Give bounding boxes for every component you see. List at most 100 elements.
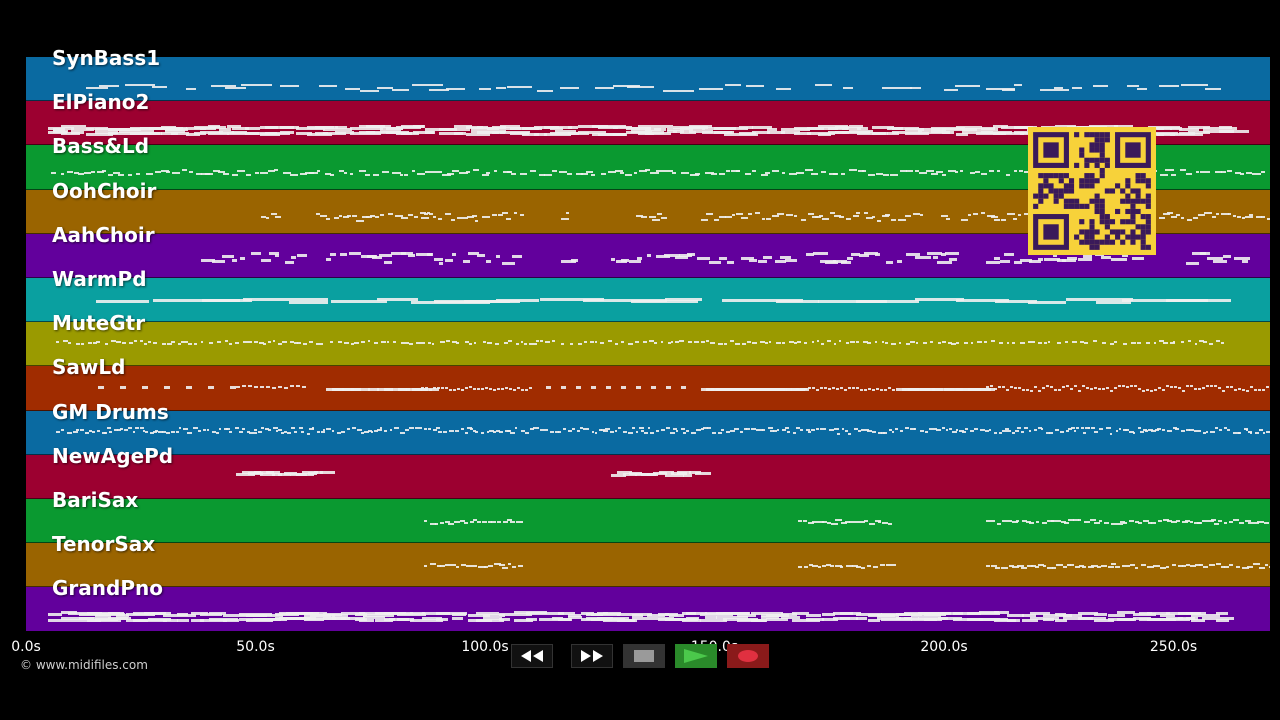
track-lane[interactable]: [26, 410, 1270, 455]
midi-note: [969, 430, 974, 433]
midi-note: [444, 521, 451, 524]
midi-note: [358, 388, 370, 392]
track-lane[interactable]: [26, 499, 1270, 544]
midi-note: [903, 617, 920, 621]
midi-note: [881, 340, 885, 343]
midi-note: [1011, 520, 1019, 523]
midi-note: [98, 386, 104, 390]
midi-note: [464, 432, 468, 435]
midi-note: [208, 125, 220, 129]
midi-note: [1070, 426, 1076, 429]
midi-note: [1054, 389, 1057, 392]
midi-note: [329, 341, 334, 344]
midi-note: [906, 342, 911, 345]
midi-note: [1054, 86, 1064, 89]
midi-note: [142, 386, 148, 390]
midi-note: [221, 255, 235, 259]
midi-note: [1193, 522, 1201, 525]
midi-note: [850, 341, 855, 344]
midi-note: [672, 428, 678, 431]
midi-note: [677, 471, 691, 475]
midi-note: [871, 132, 886, 136]
midi-note: [1115, 430, 1118, 433]
fast-forward-button[interactable]: [571, 644, 613, 668]
midi-note: [845, 217, 852, 220]
midi-note: [348, 252, 362, 256]
midi-note: [933, 255, 939, 259]
midi-note: [821, 565, 826, 568]
midi-note: [1012, 432, 1015, 435]
play-button[interactable]: [675, 644, 717, 668]
midi-note: [475, 619, 505, 623]
midi-note: [314, 471, 323, 475]
midi-note: [421, 341, 426, 344]
midi-note: [884, 341, 888, 344]
midi-note: [603, 611, 621, 615]
track-lane[interactable]: [26, 57, 1270, 102]
midi-note: [1060, 520, 1067, 523]
midi-note: [1077, 612, 1099, 616]
midi-note: [466, 171, 470, 174]
midi-note: [770, 430, 774, 433]
midi-note: [1026, 389, 1029, 392]
midi-note: [1110, 522, 1117, 525]
track-lane[interactable]: [26, 278, 1270, 323]
midi-note: [730, 340, 734, 343]
midi-note: [502, 567, 509, 570]
midi-note: [1034, 565, 1040, 568]
track-lane[interactable]: [26, 543, 1270, 588]
midi-note: [1148, 429, 1154, 432]
midi-note: [337, 340, 342, 343]
midi-note: [467, 427, 473, 430]
midi-note: [429, 522, 437, 525]
midi-note: [275, 215, 282, 218]
midi-note: [264, 125, 279, 129]
midi-note: [1054, 428, 1060, 431]
midi-note: [484, 566, 489, 569]
midi-note: [293, 342, 299, 345]
midi-note: [734, 428, 738, 431]
track-lane[interactable]: [26, 454, 1270, 499]
midi-note: [1001, 566, 1006, 569]
midi-note: [1142, 429, 1147, 432]
midi-note: [1091, 564, 1099, 567]
midi-note: [717, 431, 723, 434]
midi-note: [439, 128, 471, 132]
midi-note: [598, 126, 618, 130]
midi-note: [487, 341, 492, 344]
track-lane[interactable]: [26, 366, 1270, 411]
rewind-button[interactable]: [511, 644, 553, 668]
midi-note: [462, 259, 471, 263]
midi-note: [1002, 429, 1007, 432]
midi-note: [1101, 564, 1107, 567]
track-lane[interactable]: [26, 587, 1270, 631]
midi-note: [888, 522, 893, 525]
midi-note: [669, 614, 684, 618]
midi-note: [914, 256, 931, 260]
midi-note: [267, 170, 276, 173]
midi-note: [918, 616, 948, 620]
midi-note: [445, 386, 448, 389]
midi-note: [477, 521, 481, 524]
midi-note: [689, 130, 714, 134]
midi-note: [211, 259, 225, 263]
midi-note: [994, 619, 1016, 623]
midi-note: [235, 427, 239, 430]
midi-note: [374, 341, 379, 344]
midi-note: [580, 173, 589, 176]
midi-note: [596, 617, 629, 621]
midi-note: [468, 343, 472, 346]
midi-note: [1030, 612, 1050, 616]
record-button[interactable]: [727, 644, 769, 668]
track-lane[interactable]: [26, 322, 1270, 367]
midi-note: [828, 387, 831, 390]
midi-note: [703, 426, 708, 429]
midi-note: [996, 169, 1001, 172]
midi-note: [666, 427, 671, 430]
midi-note: [1024, 427, 1029, 430]
midi-note: [164, 130, 185, 134]
stop-button[interactable]: [623, 644, 665, 668]
midi-note: [915, 341, 918, 344]
midi-note: [1235, 566, 1240, 569]
midi-note: [361, 431, 364, 434]
